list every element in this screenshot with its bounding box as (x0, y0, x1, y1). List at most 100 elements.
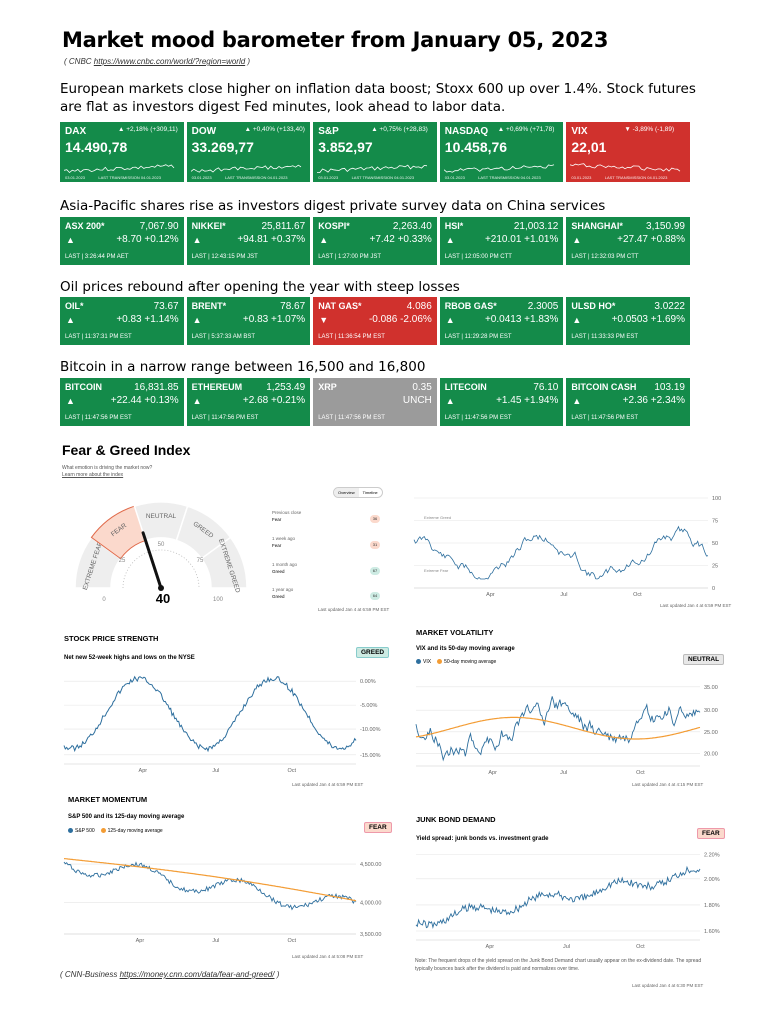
indices-row: DAX ▲ +2,18% (+309,11) 14.490,78 03.01.2… (60, 122, 690, 182)
asia-tile[interactable]: KOSPI* 2,263.40 ▲ +7.42 +0.33% LAST | 1:… (313, 217, 437, 265)
quote-price: 103.19 (654, 382, 685, 393)
quote-name: ULSD HO* (571, 301, 616, 311)
index-last: 03.01.2023 LAST TRANSMISSION 04.01.2023 (65, 175, 161, 180)
stock-strength-line (63, 675, 357, 753)
crypto-tile[interactable]: LITECOIN 76.10 ▲ +1.45 +1.94% LAST | 11:… (439, 378, 564, 426)
x-tick-label: Jul (212, 938, 219, 944)
view-toggle: Overview Timeline (333, 487, 383, 498)
cnn-link[interactable]: https://money.cnn.com/data/fear-and-gree… (119, 970, 275, 979)
quote-change: +22.44 +0.13% (110, 395, 179, 406)
history-item: 1 year ago Greed (272, 587, 294, 599)
x-tick-label: Jul (560, 770, 567, 776)
quote-change: -0.086 -2.06% (368, 314, 432, 325)
quote-name: HSI* (444, 221, 464, 231)
fear-greed-learn-link[interactable]: Learn more about the index (62, 472, 124, 478)
index-price: 3.852,97 (318, 139, 373, 155)
y-tick-label: 1.80% (704, 903, 720, 909)
fear-greed-timeline-chart: 100 75 50 25 0 Apr Jul Oct Extreme Greed Extreme … (413, 496, 721, 598)
crypto-tile[interactable]: BITCOIN 16,831.85 ▲ +22.44 +0.13% LAST |… (60, 378, 184, 426)
quote-last: LAST | 11:47:56 PM EST (318, 415, 385, 421)
y-tick-label: -15.00% (360, 753, 381, 759)
direction-arrow-icon: ▼ (319, 315, 329, 325)
stock-strength-title: STOCK PRICE STRENGTH (64, 634, 159, 643)
asia-tile[interactable]: ASX 200* 7,067.90 ▲ +8.70 +0.12% LAST | … (60, 217, 184, 265)
gauge-tick: 75 (197, 558, 204, 564)
source-cnn: ( CNN-Business https://money.cnn.com/dat… (60, 970, 280, 979)
timeline-greed-label: Extreme Greed (424, 515, 451, 520)
quote-price: 25,811.67 (261, 221, 306, 232)
direction-arrow-icon: ▲ (445, 315, 455, 325)
index-last: 03.01.2023 LAST TRANSMISSION 04.01.2023 (571, 175, 668, 180)
quote-price: 3.0222 (654, 301, 685, 312)
asia-tile[interactable]: HSI* 21,003.12 ▲ +210.01 +1.01% LAST | 1… (439, 217, 564, 265)
tab-overview[interactable]: Overview (334, 488, 359, 497)
cnbc-link[interactable]: https://www.cnbc.com/world/?region=world (93, 57, 246, 66)
crypto-tile[interactable]: XRP 0.35 UNCH LAST | 11:47:56 PM EST (313, 378, 437, 426)
quote-change: +8.70 +0.12% (116, 234, 179, 245)
source-cnbc: ( CNBC https://www.cnbc.com/world/?regio… (64, 57, 251, 66)
quote-last: LAST | 11:47:56 PM EST (65, 415, 132, 421)
quote-last: LAST | 11:47:56 PM EST (191, 415, 259, 421)
vix-line (415, 696, 701, 762)
gauge-hub (158, 585, 164, 591)
quote-name: NIKKEI* (191, 221, 226, 231)
momentum-subtitle: S&P 500 and its 125-day moving average (68, 814, 185, 820)
y-tick-label: 0 (712, 586, 715, 592)
quote-last: LAST | 12:05:00 PM CTT (444, 254, 512, 260)
index-last: 03.01.2023 LAST TRANSMISSION 04.01.2023 (318, 175, 415, 180)
sparkline (317, 164, 428, 174)
quote-price: 76.10 (533, 382, 559, 393)
quote-change: +0.0503 +1.69% (611, 314, 685, 325)
oil-tile[interactable]: BRENT* 78.67 ▲ +0.83 +1.07% LAST | 5:37:… (186, 297, 311, 345)
quote-name: NAT GAS* (318, 301, 362, 311)
fear-greed-title: Fear & Greed Index (62, 442, 191, 458)
quote-change: +210.01 +1.01% (484, 234, 559, 245)
sparkline (190, 164, 301, 173)
legend-dot-icon (100, 828, 106, 834)
index-tile-s&p[interactable]: S&P ▲ +0,75% (+28,83) 3.852,97 03.01.202… (313, 122, 437, 182)
direction-arrow-icon: ▲ (445, 235, 455, 245)
x-tick-label: Apr (486, 944, 495, 950)
y-tick-label: 25.00 (704, 730, 718, 736)
fear-greed-question: What emotion is driving the market now? (62, 465, 153, 471)
asia-tile[interactable]: SHANGHAI* 3,150.99 ▲ +27.47 +0.88% LAST … (566, 217, 690, 265)
oil-tile[interactable]: NAT GAS* 4.086 ▼ -0.086 -2.06% LAST | 11… (313, 297, 437, 345)
index-tile-vix[interactable]: VIX ▼ -3,89% (-1,89) 22,01 03.01.2023 LA… (566, 122, 690, 182)
quote-change: +0.83 +1.14% (116, 314, 179, 325)
crypto-tile[interactable]: BITCOIN CASH 103.19 ▲ +2.36 +2.34% LAST … (566, 378, 690, 426)
oil-tile[interactable]: ULSD HO* 3.0222 ▲ +0.0503 +1.69% LAST | … (566, 297, 690, 345)
quote-last: LAST | 12:32:03 PM CTT (571, 254, 639, 260)
gauge-label: NEUTRAL (146, 513, 177, 520)
junk-bond-subtitle: Yield spread: junk bonds vs. investment … (416, 836, 549, 842)
stock-strength-chart: 0.00% -5.00% -10.00% -15.00% Apr Jul Oct (63, 675, 381, 774)
oil-tile[interactable]: OIL* 73.67 ▲ +0.83 +1.14% LAST | 11:37:3… (60, 297, 184, 345)
y-tick-label: 0.00% (360, 679, 376, 685)
crypto-tile[interactable]: ETHEREUM 1,253.49 ▲ +2.68 +0.21% LAST | … (186, 378, 311, 426)
tab-timeline[interactable]: Timeline (362, 490, 378, 495)
index-tile-dax[interactable]: DAX ▲ +2,18% (+309,11) 14.490,78 03.01.2… (60, 122, 184, 182)
quote-last: LAST | 12:43:15 PM JST (191, 254, 258, 260)
section-crypto-headline: Bitcoin in a narrow range between 16,500… (60, 359, 426, 375)
page-title: Market mood barometer from January 05, 2… (62, 28, 609, 52)
y-tick-label: 3,500.00 (360, 932, 381, 938)
gauge-segment (200, 536, 248, 589)
oil-tile[interactable]: RBOB GAS* 2.3005 ▲ +0.0413 +1.83% LAST |… (439, 297, 564, 345)
quote-price: 16,831.85 (134, 382, 179, 393)
fear-greed-line (413, 525, 709, 580)
index-tile-dow[interactable]: DOW ▲ +0,40% (+133,40) 33.269,77 03.01.2… (186, 122, 311, 182)
section-oil-headline: Oil prices rebound after opening the yea… (60, 279, 460, 295)
stock-strength-updated: Last updated Jan 4 at 6:59 PM EST (292, 782, 364, 787)
quote-change: +1.45 +1.94% (496, 395, 559, 406)
direction-arrow-icon: ▲ (445, 396, 455, 406)
asia-tile[interactable]: NIKKEI* 25,811.67 ▲ +94.81 +0.37% LAST |… (186, 217, 311, 265)
timeline-updated: Last updated Jan 4 at 6:59 PM EST (660, 603, 732, 608)
index-change: ▲ +2,18% (+309,11) (118, 126, 178, 133)
y-tick-label: 2.00% (704, 877, 720, 883)
history-score: 36 (370, 515, 380, 523)
quote-price: 2,263.40 (392, 221, 432, 232)
sp500-ma-line (63, 858, 357, 902)
history-item: Previous close Fear (272, 510, 302, 522)
index-tile-nasdaq[interactable]: NASDAQ ▲ +0,69% (+71,78) 10.458,76 03.01… (439, 122, 564, 182)
x-tick-label: Jul (212, 768, 219, 774)
quote-price: 73.67 (153, 301, 179, 312)
